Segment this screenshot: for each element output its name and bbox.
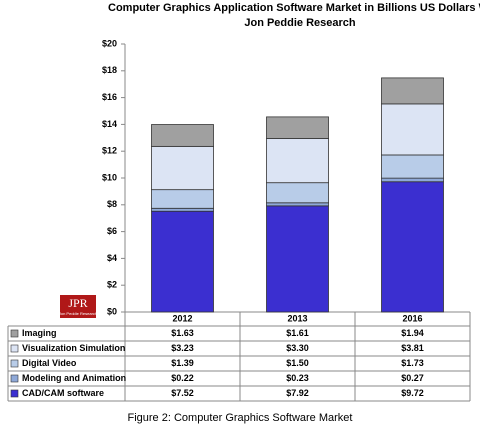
- table-value: $3.30: [286, 343, 309, 353]
- bar-segment: [151, 207, 214, 212]
- table-value: $1.63: [171, 328, 194, 338]
- legend-swatch: [10, 374, 19, 383]
- logo-subtext: Jon Peddie Research: [59, 311, 97, 316]
- y-tick-label: $8: [107, 199, 117, 209]
- legend-swatch: [10, 389, 19, 398]
- table-value: $0.23: [286, 373, 309, 383]
- bar-segment: [151, 124, 214, 147]
- bar-segment: [381, 177, 444, 183]
- y-tick-label: $0: [107, 306, 117, 316]
- table-value: $1.94: [401, 328, 424, 338]
- y-tick-label: $4: [107, 253, 117, 263]
- bar-segment: [266, 116, 329, 139]
- bar-segment: [381, 103, 444, 156]
- legend-label: Visualization Simulation: [22, 343, 125, 353]
- legend-label: CAD/CAM software: [22, 388, 104, 398]
- table-value: $0.22: [171, 373, 194, 383]
- table-value: $1.73: [401, 358, 424, 368]
- bar-segment: [266, 205, 329, 313]
- table-value: $7.92: [286, 388, 309, 398]
- chart-title: Computer Graphics Application Software M…: [108, 2, 480, 14]
- bar-segment: [266, 202, 329, 207]
- y-tick-label: $16: [102, 92, 117, 102]
- bar-segment: [151, 189, 214, 209]
- table-value: $1.61: [286, 328, 309, 338]
- logo: [60, 295, 96, 318]
- y-tick-label: $10: [102, 172, 117, 182]
- table-value: $1.39: [171, 358, 194, 368]
- x-tick-label: 2013: [287, 313, 307, 323]
- chart-subtitle: Jon Peddie Research: [244, 17, 356, 29]
- legend-swatch: [10, 359, 19, 368]
- bar-segment: [381, 181, 444, 313]
- legend-swatch: [10, 329, 19, 338]
- logo-text: JPR: [68, 296, 87, 310]
- y-tick-label: $18: [102, 65, 117, 75]
- legend-label: Modeling and Animation: [22, 373, 126, 383]
- legend-swatch: [10, 344, 19, 353]
- x-tick-label: 2016: [402, 313, 422, 323]
- legend-label: Imaging: [22, 328, 57, 338]
- legend-label: Digital Video: [22, 358, 77, 368]
- y-tick-label: $12: [102, 146, 117, 156]
- table-value: $3.81: [401, 343, 424, 353]
- y-tick-label: $20: [102, 38, 117, 48]
- table-value: $1.50: [286, 358, 309, 368]
- bar-segment: [381, 77, 444, 105]
- x-tick-label: 2012: [172, 313, 192, 323]
- bar-segment: [151, 210, 214, 313]
- table-value: $0.27: [401, 373, 424, 383]
- bar-segment: [266, 182, 329, 204]
- y-tick-label: $6: [107, 226, 117, 236]
- table-value: $3.23: [171, 343, 194, 353]
- bar-segment: [151, 145, 214, 191]
- y-tick-label: $2: [107, 280, 117, 290]
- table-value: $9.72: [401, 388, 424, 398]
- bar-segment: [381, 154, 444, 179]
- y-tick-label: $14: [102, 119, 117, 129]
- caption: Figure 2: Computer Graphics Software Mar…: [128, 412, 353, 424]
- table-value: $7.52: [171, 388, 194, 398]
- bar-segment: [266, 138, 329, 184]
